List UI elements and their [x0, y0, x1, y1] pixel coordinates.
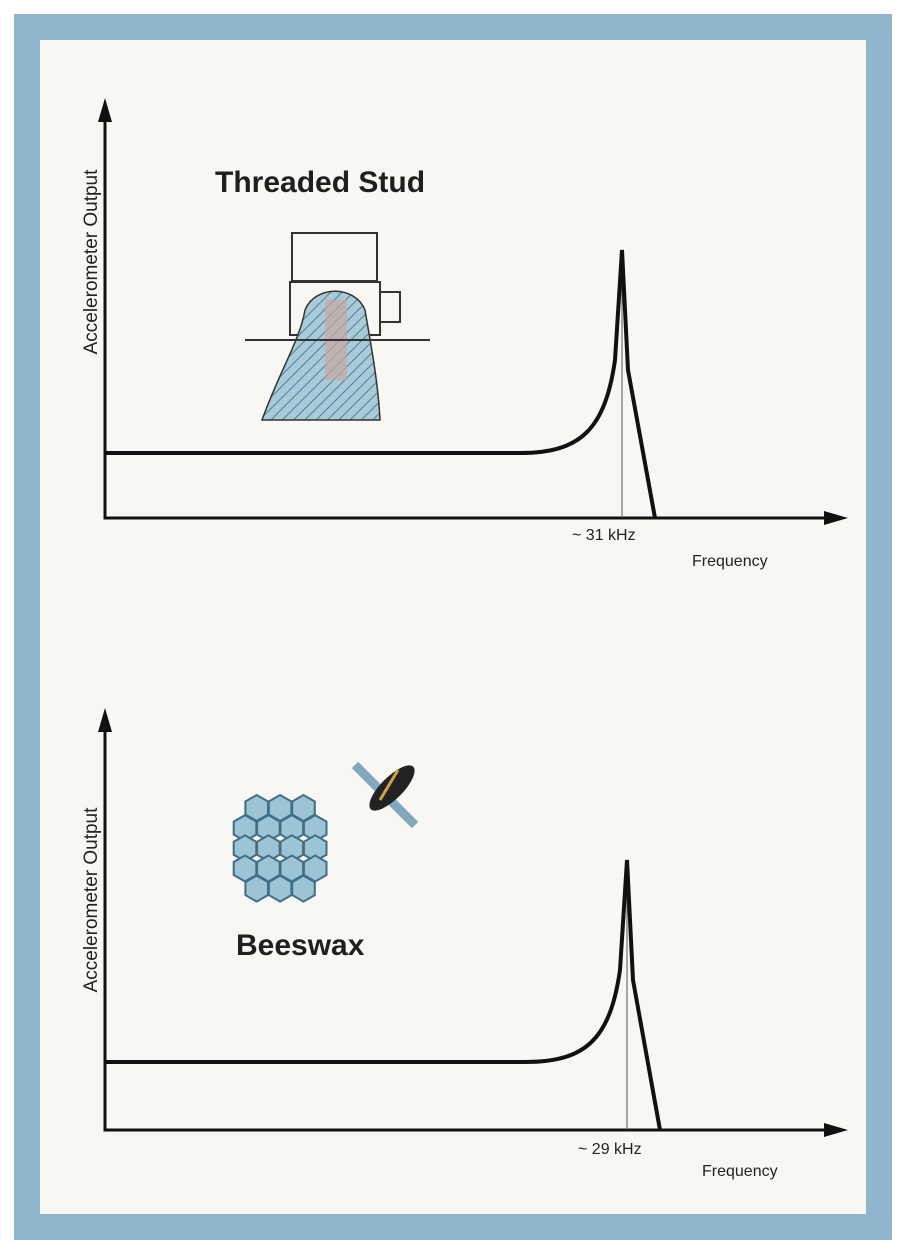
arrow [98, 708, 112, 732]
arrow [98, 98, 112, 122]
response-curve [105, 859, 662, 1131]
peak-label: ~ 29 kHz [578, 1141, 642, 1158]
y-axis-label: Accelerometer Output [81, 807, 102, 993]
honeycomb-cell [267, 874, 293, 903]
panel-background [40, 40, 866, 1214]
response-curve [105, 249, 657, 519]
stud-illustration [245, 232, 430, 421]
arrow [824, 1123, 848, 1137]
x-axis-label: Frequency [702, 1163, 778, 1180]
arrow [824, 511, 848, 525]
x-axis-label: Frequency [692, 553, 768, 570]
panel-beeswax: Accelerometer Output Beeswax ~ 29 kHz Fr… [81, 708, 848, 1180]
peak-label: ~ 31 kHz [572, 527, 636, 544]
bee-illustration [351, 761, 419, 829]
y-axis-label: Accelerometer Output [81, 169, 102, 355]
panel-threaded-stud: Accelerometer Output Threaded Stud ~ 31 … [81, 98, 848, 570]
honeycomb-cell [291, 874, 316, 903]
honeycomb-cell [244, 874, 269, 903]
axes [103, 725, 830, 1132]
axes [103, 115, 830, 520]
panel-title: Beeswax [236, 929, 365, 962]
panel-title: Threaded Stud [215, 166, 425, 199]
honeycomb-illustration [232, 793, 328, 903]
